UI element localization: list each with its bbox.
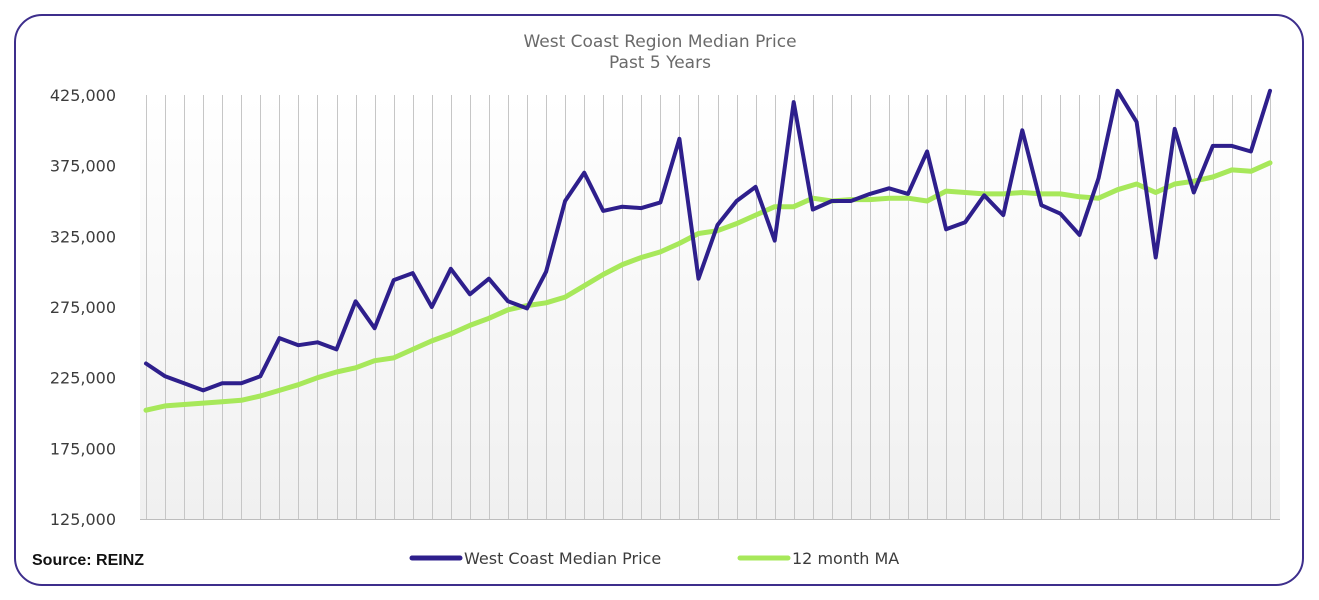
series-group bbox=[143, 88, 1273, 413]
y-tick-label: 325,000 bbox=[50, 227, 116, 246]
chart-title: West Coast Region Median Price bbox=[523, 32, 796, 52]
y-tick-label: 125,000 bbox=[50, 510, 116, 529]
y-tick-label: 275,000 bbox=[50, 298, 116, 317]
y-tick-label: 225,000 bbox=[50, 369, 116, 388]
legend: West Coast Median Price 12 month MA bbox=[409, 549, 899, 568]
y-tick-label: 425,000 bbox=[50, 86, 116, 105]
y-axis: 425,000 375,000 325,000 275,000 225,000 175,0… bbox=[50, 86, 116, 529]
grid-lines bbox=[146, 95, 1271, 519]
legend-label-median-price: West Coast Median Price bbox=[464, 549, 661, 568]
y-tick-label: 375,000 bbox=[50, 157, 116, 176]
series-line-12-month-ma bbox=[143, 160, 1273, 413]
chart-subtitle: Past 5 Years bbox=[609, 53, 711, 73]
source-label: Source: REINZ bbox=[32, 552, 144, 569]
y-tick-label: 175,000 bbox=[50, 439, 116, 458]
legend-label-12-month-ma: 12 month MA bbox=[792, 549, 899, 568]
plot-background bbox=[140, 95, 1280, 519]
series-line-median-price bbox=[144, 88, 1272, 393]
